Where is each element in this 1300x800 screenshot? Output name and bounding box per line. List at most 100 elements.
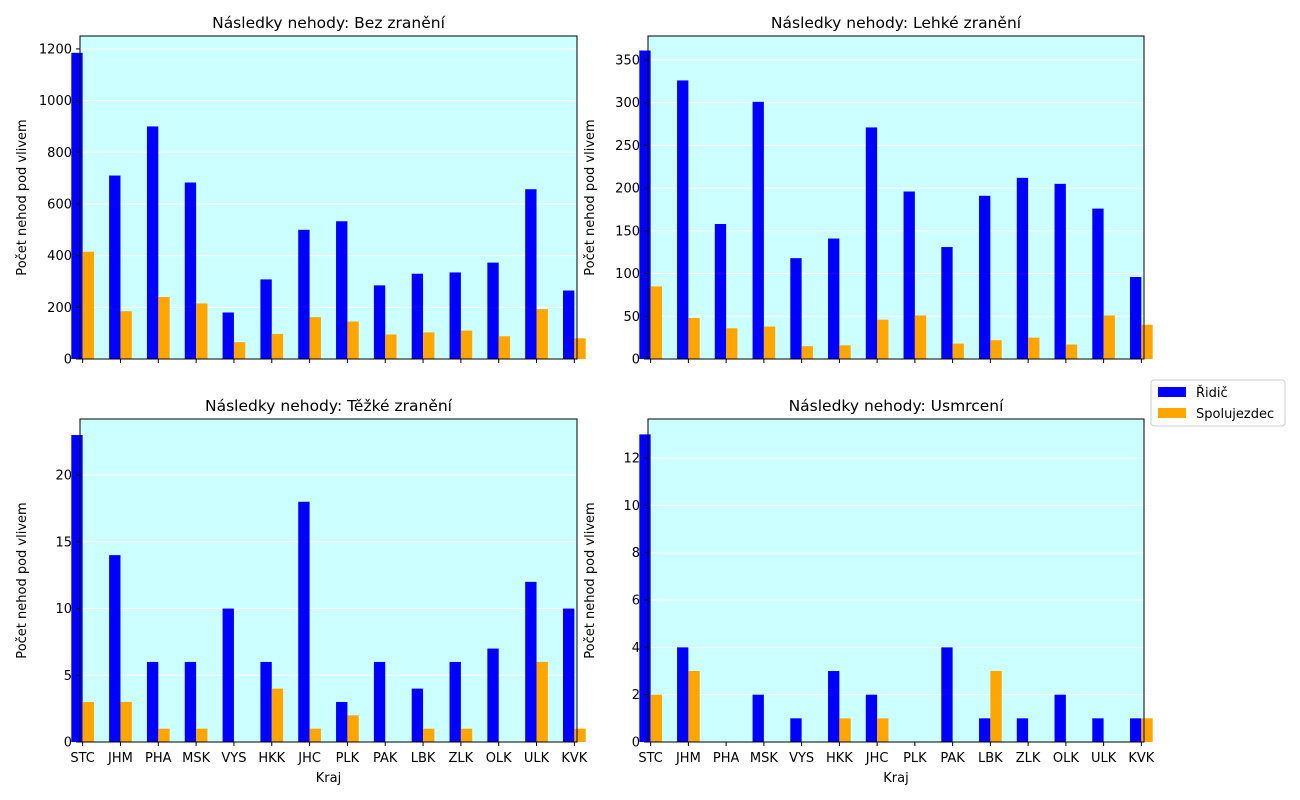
bar-passenger-KVK: [574, 338, 586, 359]
bar-passenger-KVK: [1141, 718, 1153, 742]
x-tick-label: STC: [638, 751, 663, 766]
bar-driver-PAK: [373, 285, 386, 359]
axes-frame: [79, 418, 578, 743]
x-tick-label: HKK: [826, 751, 853, 766]
bar-passenger-JHC: [309, 728, 321, 742]
y-tick-label: 200: [47, 301, 72, 316]
bar-passenger-LBK: [423, 728, 435, 742]
bar-driver-VYS: [790, 258, 802, 359]
axes-frame: [647, 418, 1145, 743]
bar-passenger-PLK: [914, 315, 927, 359]
x-tick-label: JHM: [675, 751, 701, 766]
bar-driver-JHC: [298, 229, 310, 359]
bar-driver-LBK: [979, 195, 991, 359]
bar-driver-PAK: [373, 661, 386, 742]
bar-driver-PLK: [336, 701, 348, 742]
bar-passenger-OLK: [1065, 344, 1078, 359]
bar-passenger-STC: [650, 694, 662, 742]
bar-driver-PLK: [903, 191, 915, 359]
x-tick-label: PHA: [145, 751, 172, 766]
bar-driver-KVK: [563, 608, 575, 742]
subplot-0: 0 200 400 600 800 1000 1200 Následky nehody: Be…: [15, 14, 586, 368]
bar-driver-ZLK: [449, 661, 461, 742]
y-tick-label: 150: [615, 224, 640, 239]
bar-passenger-MSK: [763, 326, 776, 359]
bar-passenger-HKK: [839, 718, 851, 742]
y-tick-label: 10: [55, 602, 72, 617]
x-tick-label: PLK: [903, 751, 927, 766]
y-tick-label: 20: [55, 469, 72, 484]
bar-passenger-STC: [82, 701, 94, 742]
bar-passenger-ULK: [536, 309, 548, 359]
bar-passenger-MSK: [196, 303, 208, 359]
bar-passenger-JHC: [877, 718, 889, 742]
bar-passenger-VYS: [233, 342, 246, 359]
bar-driver-VYS: [790, 718, 802, 742]
x-tick-label: ULK: [1091, 751, 1117, 766]
bar-driver-ZLK: [449, 272, 461, 359]
legend-swatch-0: [1158, 387, 1186, 397]
x-tick-label: JHC: [865, 751, 889, 766]
y-tick-label: 200: [615, 182, 640, 197]
x-tick-label: LBK: [978, 751, 1003, 766]
bar-passenger-JHC: [309, 317, 321, 359]
bar-passenger-ULK: [1103, 315, 1115, 359]
bar-driver-JHM: [109, 175, 121, 359]
bar-passenger-ZLK: [460, 728, 473, 742]
subplot-title: Následky nehody: Bez zranění: [212, 14, 445, 32]
y-tick-label: 100: [615, 267, 640, 282]
y-tick-label: 400: [47, 249, 72, 264]
x-tick-label: JHM: [107, 751, 133, 766]
bar-driver-KVK: [1130, 718, 1142, 742]
y-tick-label: 4: [632, 641, 640, 656]
y-tick-label: 1000: [39, 94, 72, 109]
bar-passenger-PLK: [347, 321, 359, 359]
bar-passenger-PHA: [158, 296, 170, 359]
bar-passenger-LBK: [990, 340, 1002, 359]
bar-driver-ZLK: [1016, 177, 1029, 359]
y-tick-label: 800: [47, 146, 72, 161]
bar-passenger-JHM: [688, 317, 700, 359]
y-tick-label: 6: [632, 594, 640, 609]
y-axis-label: Počet nehod pod vlivem: [15, 119, 30, 275]
bar-passenger-JHM: [688, 671, 700, 742]
bar-driver-JHC: [298, 501, 310, 742]
y-tick-label: 0: [64, 736, 72, 751]
bar-driver-HKK: [828, 238, 840, 359]
bar-driver-STC: [71, 435, 83, 742]
bar-driver-PLK: [336, 221, 348, 359]
bar-driver-KVK: [563, 290, 575, 359]
x-tick-label: STC: [70, 751, 95, 766]
subplot-title: Následky nehody: Lehké zranění: [771, 14, 1022, 32]
bar-passenger-HKK: [271, 333, 284, 359]
bar-passenger-VYS: [801, 346, 813, 359]
y-tick-label: 2: [632, 688, 640, 703]
bar-passenger-STC: [82, 251, 94, 359]
y-tick-label: 15: [55, 535, 72, 550]
x-axis-label: Kraj: [316, 771, 341, 786]
bar-driver-HKK: [828, 671, 840, 742]
y-tick-label: 1200: [39, 42, 72, 57]
bar-driver-ZLK: [1016, 718, 1029, 742]
bar-driver-JHM: [109, 555, 121, 742]
bar-driver-STC: [639, 434, 651, 742]
y-tick-label: 0: [632, 353, 640, 368]
x-tick-label: JHC: [297, 751, 321, 766]
plot-area: [648, 419, 1144, 742]
bar-driver-MSK: [752, 101, 764, 360]
bar-passenger-ZLK: [1028, 337, 1040, 359]
bar-passenger-PHA: [158, 728, 170, 742]
bar-passenger-HKK: [271, 688, 284, 742]
legend-label-0: Řidič: [1196, 385, 1228, 401]
bar-passenger-JHM: [120, 311, 132, 359]
bar-driver-KVK: [1130, 276, 1142, 359]
legend-label-1: Spolujezdec: [1196, 407, 1274, 422]
x-tick-label: PAK: [940, 751, 965, 766]
bar-passenger-JHM: [120, 701, 132, 742]
bar-passenger-JHC: [877, 319, 889, 359]
bar-driver-HKK: [260, 279, 272, 359]
y-tick-label: 350: [615, 53, 640, 68]
x-tick-label: MSK: [750, 751, 778, 766]
bar-passenger-LBK: [990, 671, 1002, 742]
bar-driver-ULK: [1092, 718, 1104, 742]
